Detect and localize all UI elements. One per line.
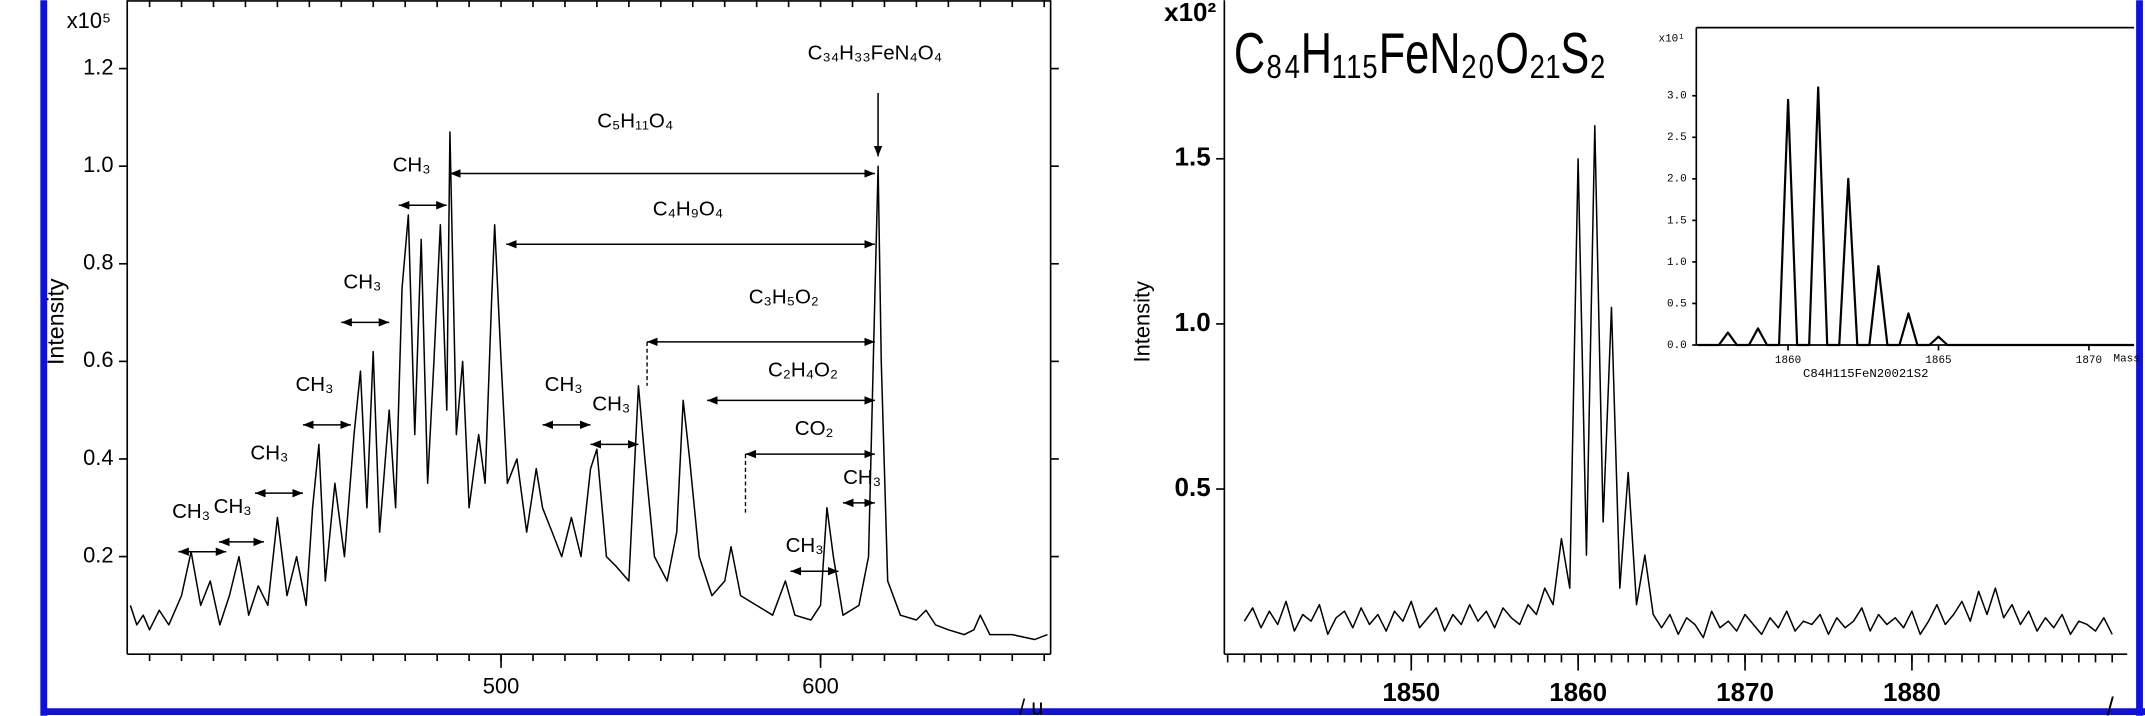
spectrum-line bbox=[1697, 86, 2135, 347]
y-tick-label: 0.2 bbox=[83, 542, 113, 567]
y-tick-label: 1.5 bbox=[1175, 142, 1211, 172]
x-tick-label: 1860 bbox=[1549, 677, 1607, 707]
x-tick-label: 1860 bbox=[1775, 355, 1801, 367]
x-axis-label: Mass bbox=[2114, 354, 2140, 366]
y-tick-label: 0.4 bbox=[83, 445, 113, 470]
axis-multiplier: x10² bbox=[1164, 0, 1216, 27]
y-tick-label: 0.6 bbox=[83, 347, 113, 372]
annotation: CH₃ bbox=[214, 495, 252, 518]
x-tick-label: 500 bbox=[483, 673, 520, 698]
annotation: CH₃ bbox=[393, 154, 431, 177]
annotation: CO₂ bbox=[795, 417, 834, 440]
y-axis-label: Intensity bbox=[1129, 281, 1154, 363]
x-axis-label: / bbox=[2107, 692, 2115, 716]
spectrum-line bbox=[1243, 124, 2113, 639]
spectrum-line bbox=[129, 131, 1048, 641]
annotation: CH₃ bbox=[843, 466, 881, 489]
y-axis-label: Intensity bbox=[43, 278, 69, 365]
x-tick-label: 1870 bbox=[2076, 355, 2102, 367]
y-tick-label: 2.0 bbox=[1667, 174, 1687, 186]
y-tick-label: 1.0 bbox=[1667, 257, 1687, 269]
chart-title: C₈₄H₁₁₅FeN₂₀O₂₁S₂ bbox=[1234, 22, 1606, 86]
y-tick-label: 1.0 bbox=[1175, 307, 1211, 337]
y-tick-label: 0.8 bbox=[83, 250, 113, 275]
y-tick-label: 0.5 bbox=[1667, 298, 1687, 310]
x-tick-label: 1850 bbox=[1382, 677, 1440, 707]
annotation: CH₃ bbox=[592, 393, 630, 416]
y-tick-label: 1.2 bbox=[83, 54, 113, 79]
y-tick-label: 3.0 bbox=[1667, 91, 1687, 103]
y-tick-label: 1.5 bbox=[1667, 215, 1687, 227]
annotation: CH₃ bbox=[343, 271, 381, 294]
chart-title: C84H115FeN20021S2 bbox=[1803, 367, 1928, 381]
annotation: CH₃ bbox=[786, 534, 824, 557]
annotation: C₅H₁₁O₄ bbox=[597, 110, 673, 133]
y-tick-label: 0.5 bbox=[1175, 472, 1211, 502]
y-tick-label: 0.0 bbox=[1667, 340, 1687, 352]
annotation: C₃₄H₃₃FeN₄O₄ bbox=[808, 41, 942, 64]
axis-multiplier: x10⁵ bbox=[67, 8, 111, 33]
x-tick-label: 600 bbox=[802, 673, 839, 698]
y-tick-label: 2.5 bbox=[1667, 132, 1687, 144]
annotation: C₂H₄O₂ bbox=[768, 359, 838, 382]
axis-multiplier: x10¹ bbox=[1659, 33, 1685, 45]
annotation: CH₃ bbox=[172, 500, 210, 523]
x-tick-label: 1880 bbox=[1883, 677, 1941, 707]
annotation: CH₃ bbox=[250, 442, 288, 465]
x-tick-label: 1870 bbox=[1716, 677, 1774, 707]
annotation: CH₃ bbox=[295, 373, 333, 396]
y-tick-label: 1.0 bbox=[83, 152, 113, 177]
annotation: C₃H₅O₂ bbox=[749, 285, 819, 308]
x-axis-label: / u bbox=[1019, 695, 1043, 716]
annotation: CH₃ bbox=[545, 373, 583, 396]
x-tick-label: 1865 bbox=[1925, 355, 1951, 367]
annotation: C₄H₉O₄ bbox=[653, 198, 723, 221]
